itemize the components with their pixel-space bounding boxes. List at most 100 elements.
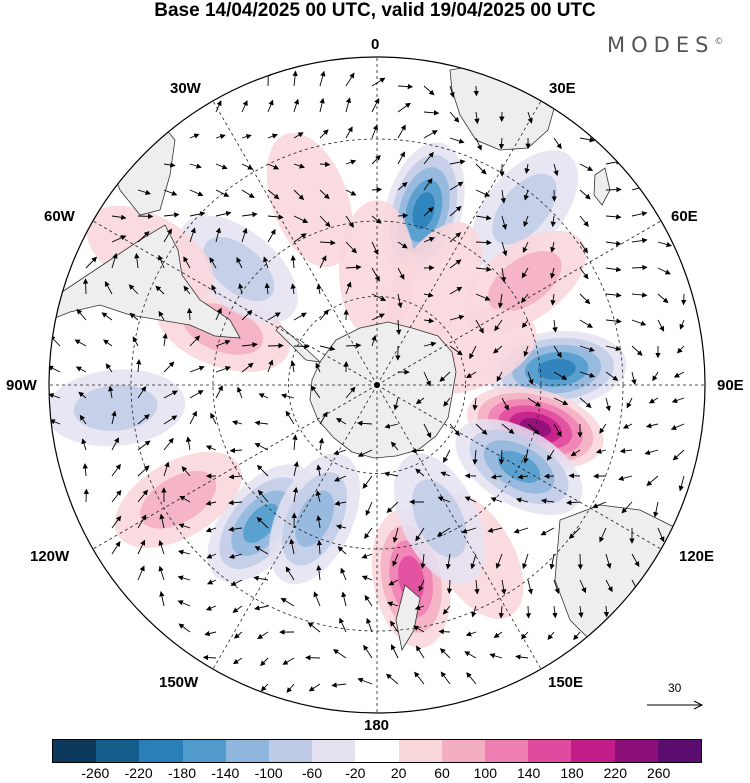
wind-vector-arrow (189, 133, 200, 139)
wind-vector-arrow (475, 215, 492, 221)
wind-vector-arrow (631, 211, 648, 217)
wind-vector-arrow (423, 292, 434, 298)
wind-vector-arrow (653, 501, 659, 518)
colorbar-swatch (53, 740, 97, 762)
wind-vector-arrow (527, 579, 533, 595)
wind-vector-arrow (490, 497, 503, 503)
new-zealand (395, 584, 421, 652)
colorbar-swatch (96, 740, 140, 762)
wind-vector-arrow (163, 437, 174, 451)
wind-vector-arrow (361, 553, 373, 559)
wind-vector-arrow (631, 264, 648, 271)
wind-vector-arrow (552, 605, 558, 619)
wind-vector-arrow (550, 267, 556, 279)
wind-vector-arrow (163, 415, 178, 425)
wind-vector-arrow (592, 501, 607, 509)
wind-vector-arrow (565, 499, 581, 506)
wind-vector-arrow (475, 319, 484, 334)
wind-vector-arrow (546, 449, 555, 461)
wind-vector-arrow (111, 235, 127, 243)
wind-vector-arrow (605, 553, 612, 569)
wind-vector-arrow (390, 441, 399, 451)
wind-vector-arrow (254, 443, 269, 451)
wind-vector-arrow (397, 102, 411, 113)
wind-vector-arrow (345, 97, 352, 113)
wind-vector-arrow (365, 501, 373, 516)
wind-vector-arrow (371, 335, 377, 347)
wind-vector-arrow (644, 449, 659, 456)
wind-vector-arrow (672, 449, 685, 461)
wind-vector-arrow (515, 654, 529, 660)
wind-vector-arrow (631, 371, 637, 385)
wind-vector-arrow (449, 259, 462, 269)
wind-vector-arrow (215, 163, 228, 170)
wind-vector-arrow (553, 345, 562, 358)
wind-vector-arrow (205, 445, 217, 451)
wind-vector-arrow (423, 130, 438, 139)
wind-vector-arrow (285, 566, 295, 581)
wind-vector-arrow (215, 366, 231, 373)
wind-vector-arrow (189, 189, 204, 197)
wind-vector-arrow (599, 423, 607, 434)
wind-vector-arrow (371, 97, 380, 113)
wind-vector-arrow (439, 371, 451, 382)
wind-vector-arrow (443, 449, 451, 463)
wind-vector-arrow (257, 631, 269, 640)
wind-vector-arrow (371, 124, 378, 139)
wind-vector-arrow (423, 206, 434, 217)
wind-vector-arrow (319, 70, 326, 87)
colorbar-swatch (571, 740, 615, 762)
wind-vector-arrow (345, 72, 355, 87)
wind-vector-arrow (267, 214, 284, 220)
wind-vector-arrow (423, 110, 440, 116)
wind-vector-arrow (619, 448, 633, 454)
wind-vector-arrow (183, 285, 191, 295)
wind-vector-arrow (76, 308, 87, 321)
wind-vector-arrow (522, 553, 529, 570)
wind-vector-arrow (384, 423, 399, 429)
wind-vector-arrow (475, 423, 488, 435)
wind-vector-arrow (179, 495, 191, 503)
wind-vector-arrow (293, 98, 300, 113)
wind-vector-arrow (345, 264, 362, 271)
wind-vector-arrow (337, 546, 347, 555)
wind-vector-arrow (631, 237, 648, 244)
wind-vector-arrow (178, 523, 191, 529)
wind-vector-arrow (362, 475, 373, 489)
wind-vector-arrow (336, 417, 347, 425)
wind-vector-arrow (293, 163, 305, 169)
colorbar-tick-label: -220 (124, 765, 153, 781)
wind-vector-arrow (657, 241, 672, 248)
wind-vector-arrow (465, 631, 477, 637)
wind-vector-arrow (215, 227, 222, 243)
wind-vector-arrow (475, 189, 491, 197)
wind-vector-arrow (579, 397, 592, 409)
wind-vector-arrow (573, 631, 581, 641)
wind-vector-arrow (241, 362, 254, 373)
wind-vector-arrow (82, 463, 88, 477)
colorbar-tick-label: 140 (516, 765, 541, 781)
wind-vector-arrow (137, 489, 148, 503)
wind-vector-arrow (75, 366, 87, 373)
wind-vector-arrow (371, 154, 381, 165)
wind-vector-arrow (256, 517, 269, 529)
label-lon-120e: 120E (679, 548, 715, 565)
wind-vector-arrow (263, 256, 269, 269)
label-lon-180: 180 (364, 717, 390, 734)
wind-vector-arrow (241, 211, 258, 218)
arrow-right-icon (647, 700, 704, 710)
wind-vector-arrow (496, 371, 503, 382)
wind-vector-arrow (605, 186, 622, 193)
wind-vector-arrow (215, 339, 231, 347)
wind-vector-arrow (185, 436, 192, 451)
wind-vector-arrow (229, 447, 243, 454)
wind-vector-arrow (81, 438, 87, 451)
wind-vector-arrow (215, 100, 222, 113)
wind-vector-arrow (267, 189, 280, 200)
label-lon-150w: 150W (159, 674, 199, 691)
wind-vector-arrow (319, 97, 325, 113)
wind-vector-arrow (163, 390, 178, 399)
brand-logo: MODES© (607, 33, 723, 57)
colorbar (52, 739, 702, 763)
wind-vector-arrow (527, 423, 540, 435)
